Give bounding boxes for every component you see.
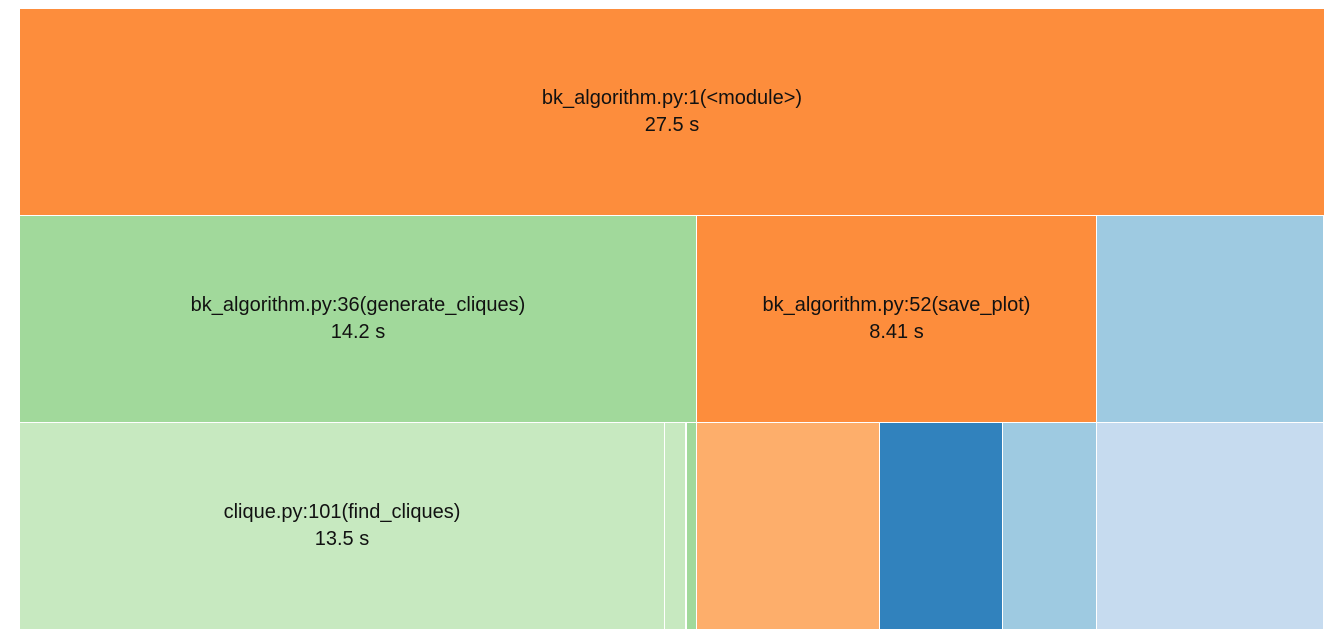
node-find-cliques[interactable]: clique.py:101(find_cliques) 13.5 s <box>20 423 665 630</box>
node-name: bk_algorithm.py:1(<module>) <box>541 87 803 109</box>
node-time: 13.5 s <box>314 528 370 550</box>
node-unlabeled[interactable] <box>686 423 687 630</box>
node-name: bk_algorithm.py:52(save_plot) <box>762 294 1031 316</box>
node-label: bk_algorithm.py:52(save_plot) 8.41 s <box>697 292 1096 346</box>
node-label: bk_algorithm.py:36(generate_cliques) 14.… <box>20 292 696 346</box>
node-time: 8.41 s <box>869 321 924 343</box>
node-module[interactable]: bk_algorithm.py:1(<module>) 27.5 s <box>20 9 1325 216</box>
node-unlabeled[interactable] <box>880 423 1003 630</box>
node-time: 27.5 s <box>644 114 700 136</box>
node-label: clique.py:101(find_cliques) 13.5 s <box>20 499 664 553</box>
node-label: bk_algorithm.py:1(<module>) 27.5 s <box>20 85 1324 139</box>
node-name: bk_algorithm.py:36(generate_cliques) <box>190 294 526 316</box>
node-unlabeled[interactable] <box>1097 423 1324 630</box>
node-unlabeled[interactable] <box>1003 423 1097 630</box>
node-unlabeled[interactable] <box>665 423 686 630</box>
node-save-plot[interactable]: bk_algorithm.py:52(save_plot) 8.41 s <box>697 216 1097 423</box>
node-unlabeled[interactable] <box>1097 216 1324 423</box>
node-generate-cliques[interactable]: bk_algorithm.py:36(generate_cliques) 14.… <box>20 216 697 423</box>
node-name: clique.py:101(find_cliques) <box>223 501 461 523</box>
node-time: 14.2 s <box>330 321 386 343</box>
node-unlabeled[interactable] <box>687 423 697 630</box>
node-unlabeled[interactable] <box>697 423 880 630</box>
